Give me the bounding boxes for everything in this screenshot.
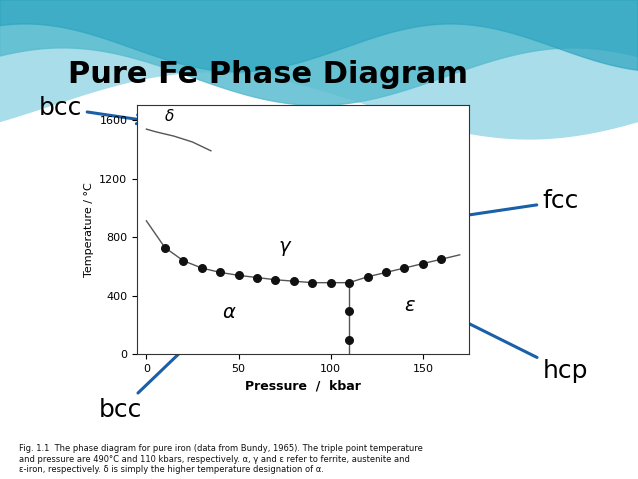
Text: hcp: hcp [425, 301, 588, 383]
Text: Fig. 1.1  The phase diagram for pure iron (data from Bundy, 1965). The triple po: Fig. 1.1 The phase diagram for pure iron… [19, 445, 423, 474]
Point [234, 272, 244, 279]
Text: α: α [223, 303, 236, 322]
Text: γ: γ [279, 237, 290, 256]
Point [418, 260, 428, 267]
Point [344, 336, 354, 343]
X-axis label: Pressure  /  kbar: Pressure / kbar [245, 380, 361, 393]
Text: fcc: fcc [285, 189, 579, 245]
Point [381, 269, 391, 276]
Point [215, 269, 225, 276]
Text: Pure Fe Phase Diagram: Pure Fe Phase Diagram [68, 60, 468, 89]
Point [271, 276, 281, 284]
Point [362, 273, 373, 281]
Point [344, 307, 354, 314]
Point [197, 264, 207, 272]
Text: ε: ε [404, 296, 415, 315]
Point [344, 279, 354, 286]
Text: bcc: bcc [38, 96, 146, 124]
Point [289, 277, 299, 285]
Point [399, 264, 410, 272]
Point [252, 274, 262, 281]
Point [325, 279, 336, 286]
Y-axis label: Temperature / °C: Temperature / °C [84, 182, 94, 277]
Point [178, 257, 188, 264]
Text: δ: δ [165, 110, 174, 125]
Point [436, 255, 447, 263]
Point [307, 279, 317, 286]
Point [160, 244, 170, 251]
Text: bcc: bcc [99, 340, 193, 422]
